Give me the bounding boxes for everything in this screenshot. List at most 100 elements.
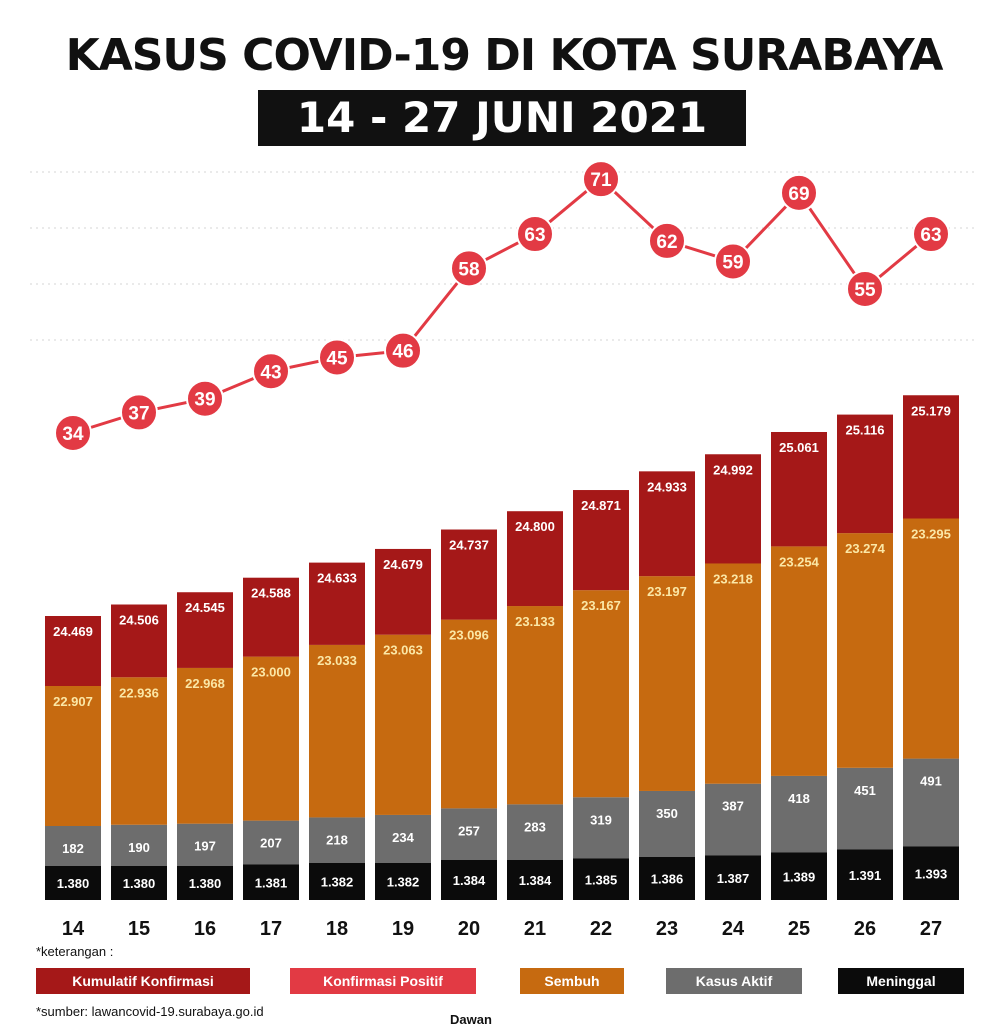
x-tick-label: 16 bbox=[194, 918, 216, 940]
point-konfirmasi-positif bbox=[252, 352, 290, 391]
x-tick-label: 19 bbox=[392, 918, 414, 940]
legend-kasus-aktif: Kasus Aktif bbox=[666, 968, 802, 994]
x-tick-label: 27 bbox=[920, 918, 942, 940]
bar-kumulatif bbox=[441, 529, 497, 620]
bar-meninggal bbox=[177, 866, 233, 900]
label-meninggal: 1.385 bbox=[585, 872, 618, 887]
bar-meninggal bbox=[441, 860, 497, 900]
bar-kasus-aktif bbox=[243, 820, 299, 865]
bar-meninggal bbox=[507, 860, 563, 900]
bar-sembuh bbox=[111, 677, 167, 825]
label-konfirmasi-positif: 43 bbox=[260, 362, 281, 383]
bar-meninggal bbox=[45, 866, 101, 900]
point-konfirmasi-positif bbox=[912, 215, 950, 254]
bar-kumulatif bbox=[573, 490, 629, 591]
bar-kasus-aktif bbox=[177, 823, 233, 866]
label-kumulatif: 24.992 bbox=[713, 462, 753, 477]
x-tick-label: 21 bbox=[524, 918, 546, 940]
label-kasus-aktif: 197 bbox=[194, 839, 216, 854]
bar-kumulatif bbox=[45, 616, 101, 686]
bar-kumulatif bbox=[507, 511, 563, 607]
bar-sembuh bbox=[375, 634, 431, 815]
label-kasus-aktif: 182 bbox=[62, 841, 84, 856]
point-konfirmasi-positif bbox=[186, 379, 224, 418]
point-konfirmasi-positif bbox=[384, 331, 422, 370]
label-meninggal: 1.386 bbox=[651, 872, 684, 887]
bar-sembuh bbox=[243, 656, 299, 821]
label-sembuh: 23.033 bbox=[317, 653, 357, 668]
label-konfirmasi-positif: 69 bbox=[788, 184, 809, 205]
bar-meninggal bbox=[903, 846, 959, 900]
bar-kumulatif bbox=[375, 548, 431, 635]
label-meninggal: 1.391 bbox=[849, 868, 882, 883]
label-sembuh: 23.218 bbox=[713, 571, 753, 586]
bar-meninggal bbox=[375, 863, 431, 900]
bar-kasus-aktif bbox=[375, 814, 431, 863]
label-sembuh: 23.133 bbox=[515, 614, 555, 629]
point-konfirmasi-positif bbox=[582, 160, 620, 199]
label-konfirmasi-positif: 63 bbox=[524, 225, 545, 246]
point-konfirmasi-positif bbox=[516, 215, 554, 254]
legend-konfirmasi-positif: Konfirmasi Positif bbox=[290, 968, 476, 994]
bar-sembuh bbox=[309, 644, 365, 818]
bar-meninggal bbox=[837, 849, 893, 900]
bar-meninggal bbox=[639, 857, 695, 900]
x-tick-label: 24 bbox=[722, 918, 745, 940]
label-konfirmasi-positif: 39 bbox=[194, 390, 215, 411]
x-tick-label: 18 bbox=[326, 918, 348, 940]
label-kasus-aktif: 207 bbox=[260, 836, 282, 851]
label-konfirmasi-positif: 34 bbox=[62, 424, 84, 445]
label-sembuh: 23.063 bbox=[383, 643, 423, 658]
label-kasus-aktif: 451 bbox=[854, 783, 876, 798]
label-sembuh: 23.000 bbox=[251, 665, 291, 680]
label-konfirmasi-positif: 55 bbox=[854, 280, 876, 301]
label-kumulatif: 24.679 bbox=[383, 557, 423, 572]
label-kumulatif: 24.506 bbox=[119, 613, 159, 628]
label-sembuh: 23.096 bbox=[449, 628, 489, 643]
chart-title: KASUS COVID-19 DI KOTA SURABAYA bbox=[65, 30, 944, 81]
legend-meninggal: Meninggal bbox=[838, 968, 964, 994]
bar-meninggal bbox=[705, 855, 761, 900]
bar-sembuh bbox=[771, 546, 827, 776]
point-konfirmasi-positif bbox=[120, 393, 158, 432]
point-konfirmasi-positif bbox=[450, 249, 488, 288]
bar-kasus-aktif bbox=[771, 775, 827, 853]
bar-kumulatif bbox=[705, 454, 761, 564]
bar-kumulatif bbox=[771, 431, 827, 547]
publisher-logo: Dawan bbox=[450, 1012, 492, 1027]
bar-sembuh bbox=[441, 619, 497, 809]
bar-sembuh bbox=[705, 563, 761, 784]
label-kumulatif: 24.469 bbox=[53, 624, 93, 639]
point-konfirmasi-positif bbox=[846, 269, 884, 308]
bar-kasus-aktif bbox=[45, 826, 101, 866]
bar-sembuh bbox=[837, 533, 893, 768]
label-sembuh: 23.274 bbox=[845, 541, 886, 556]
label-meninggal: 1.387 bbox=[717, 871, 750, 886]
bar-meninggal bbox=[771, 852, 827, 900]
label-konfirmasi-positif: 63 bbox=[920, 225, 941, 246]
legend-caption: *keterangan : bbox=[36, 944, 114, 959]
label-sembuh: 22.936 bbox=[119, 685, 159, 700]
label-meninggal: 1.393 bbox=[915, 866, 948, 881]
label-kasus-aktif: 350 bbox=[656, 806, 678, 821]
label-sembuh: 22.968 bbox=[185, 676, 225, 691]
bar-kumulatif bbox=[903, 395, 959, 519]
x-tick-label: 17 bbox=[260, 918, 282, 940]
point-konfirmasi-positif bbox=[318, 338, 356, 377]
label-kumulatif: 24.545 bbox=[185, 600, 225, 615]
label-kumulatif: 25.179 bbox=[911, 403, 951, 418]
label-kumulatif: 25.116 bbox=[845, 423, 884, 438]
label-kasus-aktif: 257 bbox=[458, 823, 480, 838]
label-kasus-aktif: 190 bbox=[128, 840, 150, 855]
bar-kumulatif bbox=[309, 562, 365, 645]
x-tick-label: 25 bbox=[788, 918, 810, 940]
label-konfirmasi-positif: 45 bbox=[326, 349, 348, 370]
point-konfirmasi-positif bbox=[714, 242, 752, 281]
bar-meninggal bbox=[573, 858, 629, 900]
label-kasus-aktif: 319 bbox=[590, 812, 612, 827]
point-konfirmasi-positif bbox=[780, 173, 818, 212]
bar-sembuh bbox=[903, 518, 959, 759]
label-sembuh: 23.197 bbox=[647, 584, 687, 599]
bar-kasus-aktif bbox=[111, 824, 167, 866]
